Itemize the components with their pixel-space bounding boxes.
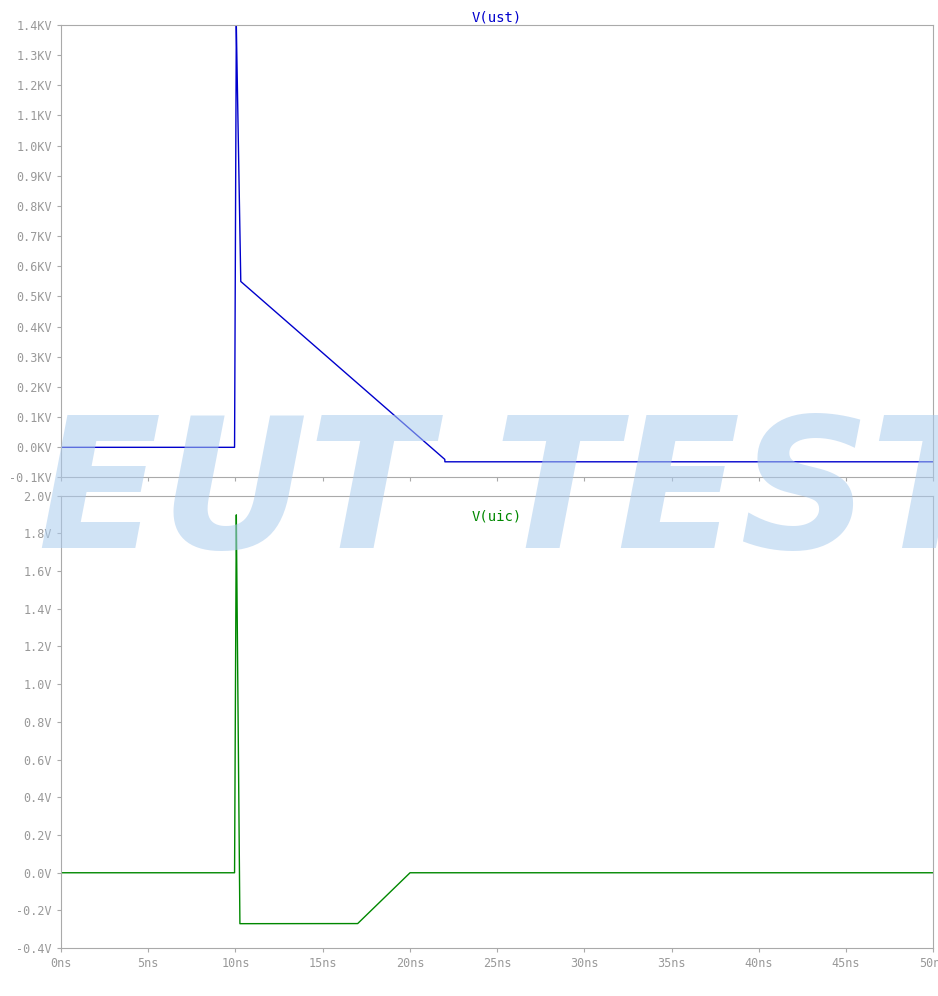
Title: V(ust): V(ust) <box>472 11 522 25</box>
Text: EUT TEST: EUT TEST <box>38 410 938 586</box>
Text: V(uic): V(uic) <box>472 509 522 523</box>
